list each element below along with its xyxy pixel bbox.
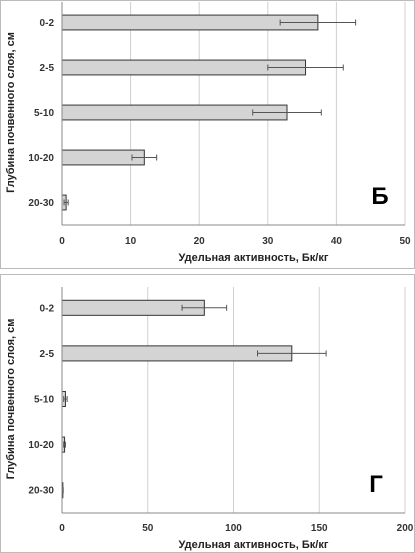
panel-label: Г (369, 471, 383, 498)
x-axis-title: Удельная активность, Бк/кг (179, 252, 329, 264)
bar-0-2 (61, 14, 319, 31)
y-axis-title: Глубина почвенного слоя, см (5, 32, 17, 193)
y-tick-label: 20-30 (28, 198, 54, 209)
x-tick-label: 100 (225, 523, 242, 534)
y-tick-label: 0-2 (40, 18, 55, 29)
x-tick-label: 20 (194, 236, 206, 247)
chart-panel-1: 0-2 2-5 5-10 10-20 20-30 0 10 20 30 40 50 Удельная … (5, 2, 411, 264)
y-tick-label: 20-30 (28, 486, 54, 497)
x-tick-label: 30 (262, 236, 274, 247)
y-tick-label: 2-5 (40, 63, 55, 74)
x-tick-label: 50 (142, 523, 154, 534)
y-tick-label: 5-10 (34, 395, 54, 406)
y-tick-label: 5-10 (34, 108, 54, 119)
y-tick-label: 10-20 (28, 440, 54, 451)
x-tick-label: 150 (311, 523, 328, 534)
panel-frame-top (0, 0, 415, 269)
y-tick-label: 10-20 (28, 153, 54, 164)
x-axis-title: Удельная активность, Бк/кг (179, 539, 329, 551)
y-tick-label: 2-5 (40, 349, 55, 360)
x-tick-label: 0 (59, 523, 65, 534)
x-tick-label: 200 (397, 523, 414, 534)
panel-frame-bottom (0, 274, 415, 553)
y-tick-label: 0-2 (40, 303, 55, 314)
panel-label: Б (371, 183, 388, 210)
x-tick-label: 40 (331, 236, 343, 247)
chart-panel-2: 0-2 2-5 5-10 10-20 20-30 0 50 100 150 200 Удельная… (5, 287, 414, 551)
y-axis-title: Глубина почвенного слоя, см (5, 319, 17, 480)
x-tick-label: 10 (125, 236, 137, 247)
x-tick-label: 0 (59, 236, 65, 247)
x-tick-label: 50 (399, 236, 411, 247)
